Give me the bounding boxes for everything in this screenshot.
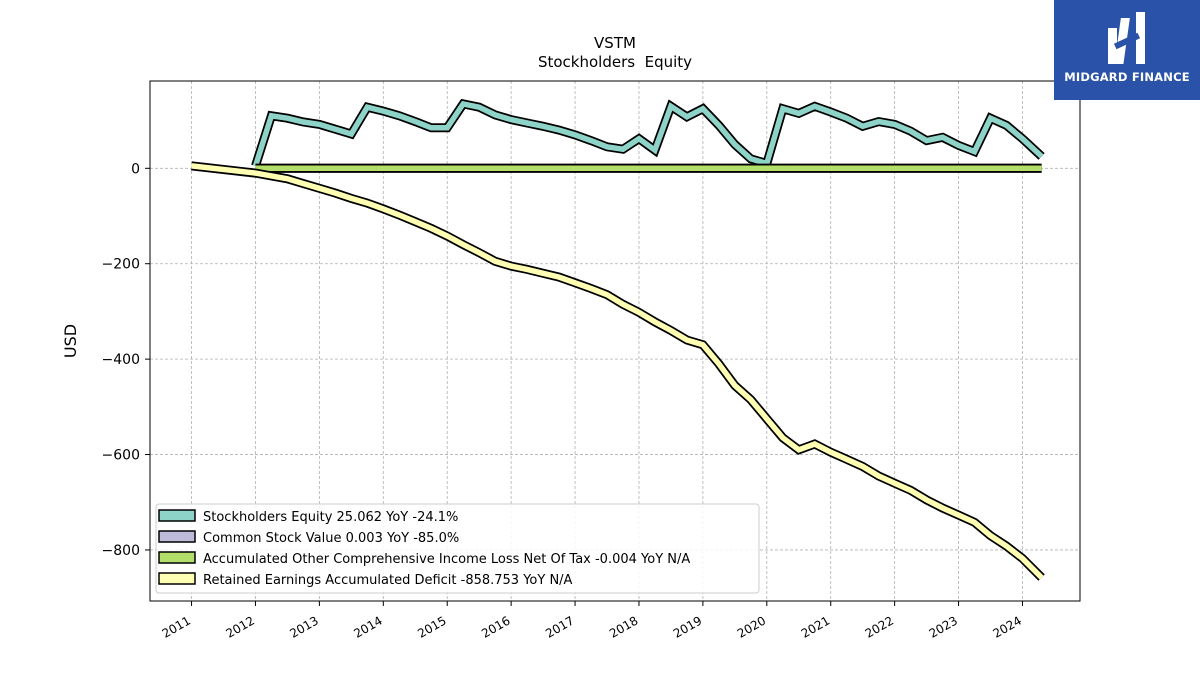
series-line-stockholders-equity <box>252 100 1044 167</box>
series-line-retained-earnings-accumulated-deficit <box>191 163 1044 580</box>
chart-title: VSTM <box>594 34 636 52</box>
legend-label: Common Stock Value 0.003 YoY -85.0% <box>203 531 459 546</box>
logo-mark-icon <box>1108 12 1145 64</box>
y-tick-label: 0 <box>131 161 140 177</box>
x-tick-label: 2020 <box>735 613 768 640</box>
y-tick-label: −800 <box>102 543 140 559</box>
plot-frame <box>149 80 1081 602</box>
x-tick-label: 2014 <box>351 613 384 640</box>
x-tick-label: 2024 <box>991 613 1024 640</box>
x-tick-label: 2021 <box>799 613 832 640</box>
y-tick-label: −400 <box>102 352 140 368</box>
legend-box <box>155 503 760 594</box>
legend-label: Accumulated Other Comprehensive Income L… <box>203 552 690 567</box>
legend-swatch <box>158 530 196 543</box>
y-axis-label: USD <box>61 324 80 358</box>
x-tick-label: 2012 <box>224 613 257 640</box>
series-layer <box>190 98 1045 581</box>
chart-subtitle: Stockholders Equity <box>538 53 692 71</box>
series-outline-stockholders-equity <box>251 98 1045 170</box>
legend: Stockholders Equity 25.062 YoY -24.1% Com… <box>155 503 760 594</box>
x-tick-label: 2013 <box>287 613 320 640</box>
legend-swatch <box>158 572 196 585</box>
brand-name: MIDGARD FINANCE <box>1064 70 1190 84</box>
brand-logo: MIDGARD FINANCE <box>1054 0 1200 100</box>
x-tick-label: 2011 <box>160 613 193 640</box>
x-tick-label: 2023 <box>927 613 960 640</box>
x-tick-label: 2017 <box>543 613 576 640</box>
legend-swatch <box>158 551 196 564</box>
y-tick-label: −200 <box>102 257 140 273</box>
x-tick-label: 2018 <box>607 613 640 640</box>
legend-label: Stockholders Equity 25.062 YoY -24.1% <box>203 510 458 525</box>
x-tick-label: 2019 <box>671 613 704 640</box>
x-tick-label: 2022 <box>863 613 896 640</box>
x-tick-label: 2015 <box>415 613 448 640</box>
legend-swatch <box>158 509 196 522</box>
y-tick-label: −600 <box>102 448 140 464</box>
legend-label: Retained Earnings Accumulated Deficit -8… <box>203 573 573 588</box>
x-tick-label: 2016 <box>479 613 512 640</box>
